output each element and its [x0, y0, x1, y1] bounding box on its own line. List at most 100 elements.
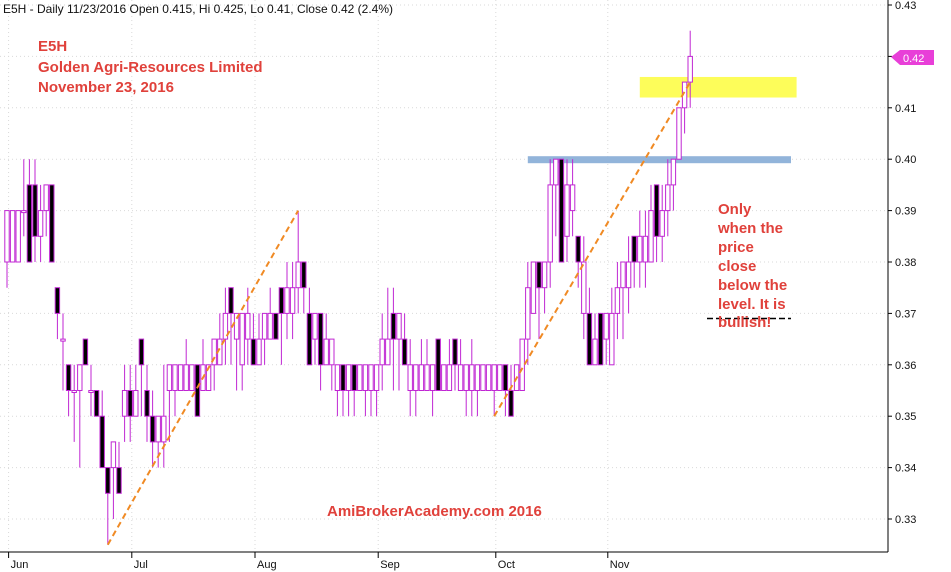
candle-body	[480, 364, 486, 391]
y-tick-label: 0.33	[895, 514, 916, 526]
candle-body	[351, 364, 357, 391]
support-band	[527, 156, 791, 164]
candle-body	[54, 287, 61, 314]
candle-body	[637, 235, 643, 263]
candle-body	[446, 364, 453, 391]
candle-body	[110, 441, 117, 469]
candle-body	[396, 312, 402, 340]
candle-body	[273, 312, 279, 340]
candle-body	[625, 261, 632, 289]
y-tick-label: 0.40	[895, 154, 916, 166]
candle-body	[161, 415, 167, 443]
candle-body	[508, 390, 514, 417]
candle-body	[441, 364, 447, 391]
trendline	[493, 81, 692, 417]
candle-body	[138, 338, 145, 366]
y-tick-label: 0.38	[895, 257, 916, 269]
y-tick-label: 0.36	[895, 360, 916, 372]
candle-body	[407, 364, 413, 391]
candle-body	[144, 390, 150, 417]
candle-body	[329, 338, 335, 366]
candle-body	[60, 338, 66, 342]
trendline	[106, 210, 300, 546]
note-line-1: Only	[718, 201, 752, 218]
candle-body	[43, 184, 49, 212]
candle-body	[233, 312, 240, 340]
candle-body	[116, 467, 122, 494]
candle-body	[536, 261, 542, 289]
candle-body	[429, 364, 436, 391]
candle-body	[609, 312, 615, 366]
candle-body	[32, 184, 38, 237]
candle-body	[239, 312, 245, 366]
candle-body	[295, 261, 301, 289]
candle-body	[541, 261, 548, 289]
candle-body	[250, 338, 257, 366]
candle-body	[581, 261, 587, 314]
candle-body	[491, 364, 497, 391]
candle-body	[368, 364, 374, 391]
candle-body	[642, 235, 649, 263]
resistance-zone	[639, 76, 797, 98]
candle-body	[65, 364, 72, 391]
candle-body	[469, 364, 475, 391]
candle-body	[648, 210, 654, 263]
x-tick-label: Sep	[380, 559, 400, 571]
candle-body	[620, 261, 626, 289]
note-line-6: level. It is	[718, 296, 786, 313]
candle-body	[21, 210, 27, 214]
candle-body	[547, 184, 553, 263]
candle-body	[177, 364, 184, 391]
candle-body	[340, 364, 346, 391]
x-tick-label: Jun	[11, 559, 29, 571]
price-badge-label: 0.42	[903, 53, 924, 65]
candles	[4, 30, 693, 545]
candle-body	[312, 312, 318, 340]
y-tick-label: 0.37	[895, 308, 916, 320]
candle-body	[564, 184, 570, 237]
candle-body	[306, 312, 313, 366]
candle-body	[362, 364, 369, 391]
candle-body	[172, 364, 178, 391]
candle-body	[665, 184, 671, 212]
candle-body	[289, 287, 296, 314]
candle-body	[687, 55, 693, 83]
candle-body	[15, 210, 21, 263]
candle-body	[267, 312, 273, 340]
candle-body	[149, 415, 156, 443]
x-tick-label: Oct	[498, 559, 515, 571]
note-line-2: when the	[717, 220, 783, 237]
candle-body	[592, 338, 598, 366]
candle-body	[261, 312, 268, 340]
candle-body	[9, 210, 16, 263]
candle-body	[222, 312, 229, 340]
candle-body	[497, 364, 503, 391]
candle-body	[357, 364, 363, 391]
candle-body	[558, 158, 565, 263]
y-tick-label: 0.39	[895, 206, 916, 218]
candle-body	[189, 364, 195, 391]
candle-body	[653, 184, 660, 237]
note-line-4: close	[718, 258, 756, 275]
y-tick-label: 0.41	[895, 103, 916, 115]
candle-body	[676, 107, 682, 160]
candle-body	[603, 312, 609, 340]
candle-body	[93, 390, 100, 417]
candle-body	[553, 158, 559, 186]
candle-body	[155, 415, 161, 443]
candle-body	[631, 235, 637, 263]
note: Only when the price close below the leve…	[717, 201, 787, 331]
y-tick-label: 0.35	[895, 411, 916, 423]
chart-header: E5H - Daily 11/23/2016 Open 0.415, Hi 0.…	[3, 2, 393, 16]
title-company: Golden Agri-Resources Limited	[38, 59, 262, 76]
candle-body	[502, 364, 509, 391]
candle-body	[245, 312, 251, 340]
note-line-7: bullish!	[718, 314, 771, 331]
candle-body	[474, 364, 481, 391]
candle-body	[597, 312, 604, 366]
candle-body	[88, 390, 94, 393]
x-tick-label: Jul	[134, 559, 148, 571]
zones	[527, 76, 797, 164]
candle-body	[105, 467, 111, 494]
